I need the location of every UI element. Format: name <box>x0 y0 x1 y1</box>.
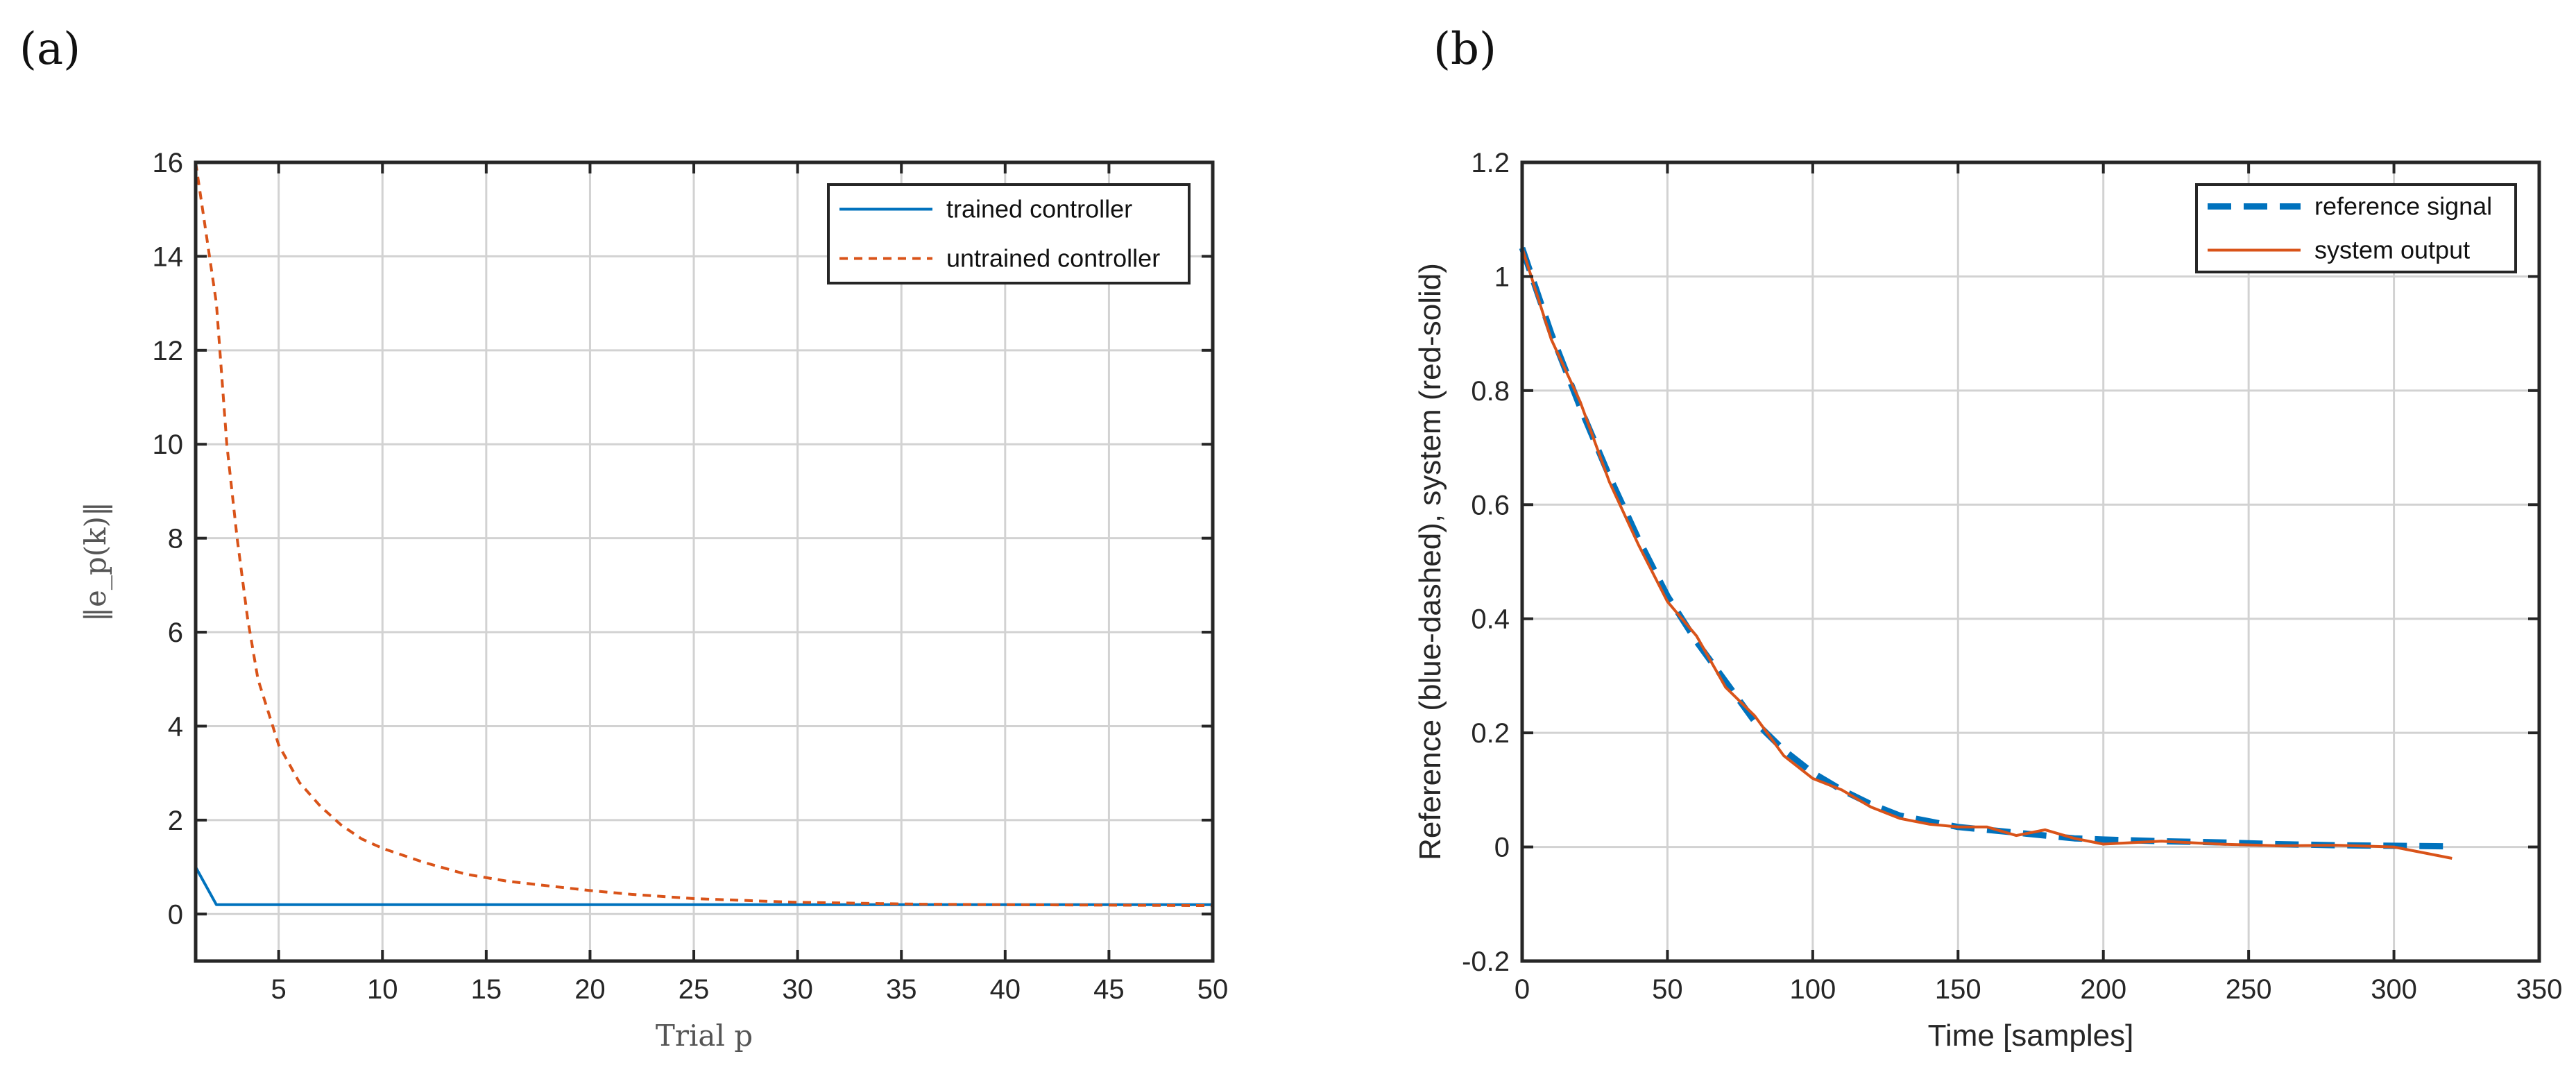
x-tick-label: 30 <box>782 974 813 1005</box>
y-tick-label: 0 <box>1494 833 1510 863</box>
y-axis-label: Reference (blue-dashed), system (red-sol… <box>1413 263 1447 860</box>
series-line-reference-signal <box>1519 246 2453 850</box>
x-tick-label: 150 <box>1935 974 1981 1005</box>
y-tick-label: 10 <box>153 430 184 460</box>
x-tick-label: 45 <box>1093 974 1125 1005</box>
x-tick-label: 50 <box>1652 974 1683 1005</box>
x-axis-label: Time [samples] <box>1928 1019 2134 1053</box>
x-tick-label: 20 <box>574 974 606 1005</box>
x-tick-label: 35 <box>886 974 917 1005</box>
x-tick-label: 0 <box>1515 974 1530 1005</box>
legend-box <box>827 183 1191 284</box>
y-axis-label: ‖e_p(k)‖ <box>78 502 112 622</box>
y-tick-label: 0.8 <box>1471 376 1510 407</box>
y-tick-label: 8 <box>168 524 183 554</box>
chart-a: 5 10 15 20 25 30 35 40 45 50 0 2 4 6 8 10 12 14 16 Trial p ‖… <box>78 148 1228 1053</box>
legend-label: untrained controller <box>946 244 1160 273</box>
x-tick-label: 250 <box>2226 974 2272 1005</box>
panel-b-label: (b) <box>1433 24 1496 75</box>
x-tick-label: 100 <box>1789 974 1836 1005</box>
legend-box <box>2195 183 2517 273</box>
x-tick-label: 300 <box>2371 974 2417 1005</box>
axes-box <box>1520 160 2541 963</box>
y-tick-label: 14 <box>153 241 184 272</box>
legend: trained controller untrained controller <box>827 183 1191 284</box>
y-tick-label: 1 <box>1494 262 1510 292</box>
legend-label: reference signal <box>2314 192 2492 221</box>
panel-a-label: (a) <box>19 24 80 75</box>
legend-label: trained controller <box>946 195 1132 223</box>
y-tick-label: 0.6 <box>1471 490 1510 520</box>
series-line-untrained-controller <box>194 162 1213 908</box>
x-tick-label: 25 <box>679 974 710 1005</box>
chart-b: 0 50 100 150 200 250 300 350-0.200.20.40.60.811… <box>1413 148 2562 1053</box>
y-tick-label: 0.2 <box>1471 718 1510 749</box>
y-tick-label: 4 <box>168 711 183 742</box>
x-tick-label: 15 <box>471 974 502 1005</box>
y-tick-label: -0.2 <box>1462 946 1510 977</box>
x-axis-label: Trial p <box>656 1019 753 1053</box>
x-tick-label: 40 <box>990 974 1021 1005</box>
x-tick-label: 200 <box>2080 974 2126 1005</box>
series-line-system-output <box>1521 247 2453 860</box>
y-tick-label: 6 <box>168 618 183 648</box>
x-tick-label: 10 <box>367 974 398 1005</box>
legend: reference signal system output <box>2195 183 2517 273</box>
y-tick-label: 12 <box>153 336 184 366</box>
y-tick-label: 1.2 <box>1471 148 1510 178</box>
x-tick-label: 350 <box>2516 974 2563 1005</box>
y-tick-label: 16 <box>153 148 184 178</box>
x-tick-label: 5 <box>271 974 287 1005</box>
y-tick-label: 0 <box>168 899 183 930</box>
x-tick-label: 50 <box>1197 974 1229 1005</box>
axes-box <box>194 160 1215 963</box>
legend-label: system output <box>2314 236 2470 264</box>
y-tick-label: 2 <box>168 806 183 836</box>
y-tick-label: 0.4 <box>1471 604 1510 635</box>
